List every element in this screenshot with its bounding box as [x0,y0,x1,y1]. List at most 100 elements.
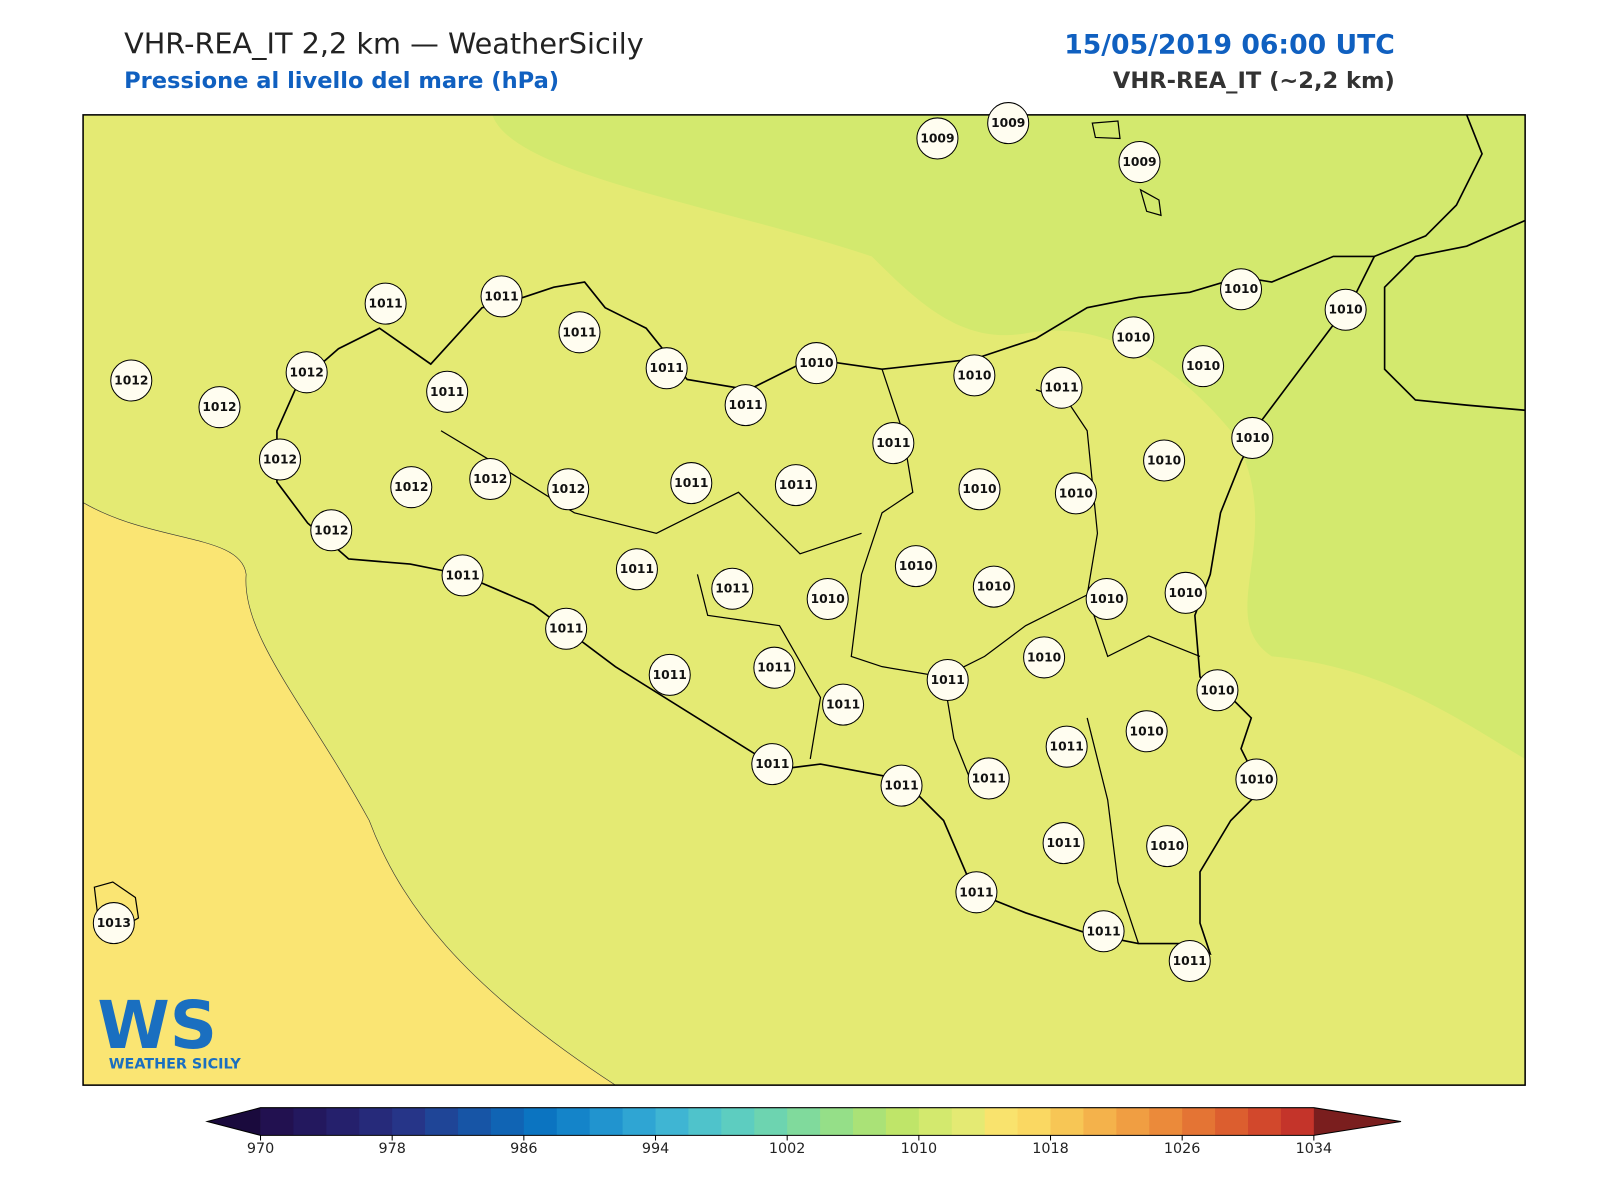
station-value: 1010 [1147,454,1181,468]
colorbar: 970 978 986 994 1002 1010 1018 1026 1034 [205,1107,1402,1157]
colorbar-bin [754,1107,788,1136]
station-marker [1168,940,1211,983]
station-value: 1011 [931,673,965,687]
date: 15/05/2019 06:00 UTC [1064,29,1395,60]
station-value: 1010 [1239,772,1273,786]
station-marker [1219,268,1263,311]
station-marker [1125,710,1168,753]
station-value: 1010 [1116,330,1150,344]
station-value: 1011 [959,885,993,899]
station-marker [1182,345,1225,388]
station-value: 1010 [799,356,833,370]
station-marker [795,342,838,385]
colorbar-bin [1182,1107,1216,1136]
station-value: 1010 [1235,431,1269,445]
station-marker [258,438,302,481]
colorbar-tick-label: 1002 [769,1141,806,1157]
station-value: 1012 [290,365,324,379]
station-value: 1010 [1169,586,1203,600]
station-marker [1146,825,1189,868]
station-value: 1011 [1173,954,1207,968]
station-marker [774,464,817,507]
station-value: 1011 [484,289,518,303]
station-marker [724,384,767,427]
station-marker [1143,439,1186,482]
station-value: 1010 [899,559,933,573]
station-marker [1085,577,1128,620]
station-marker [558,311,601,354]
station-marker [480,275,523,318]
station-value: 1012 [263,452,297,466]
subtitle: Pressione al livello del mare (hPa) [124,68,559,94]
station-marker [806,577,849,620]
colorbar-bin [688,1107,722,1136]
colorbar-bin [820,1107,854,1136]
station-value: 1011 [755,757,789,771]
station-marker [615,548,658,591]
colorbar-bin [787,1107,821,1136]
station-value: 1013 [97,916,131,930]
colorbar-bin [1050,1107,1084,1136]
station-marker [916,117,959,160]
station-value: 1009 [1122,155,1156,169]
station-marker [1054,472,1097,515]
station-value: 1011 [445,568,479,582]
station-marker [753,646,796,689]
station-marker [645,347,688,390]
station-marker [1324,288,1367,331]
colorbar-over [1313,1107,1402,1136]
station-value: 1010 [957,368,991,382]
colorbar-bin [359,1107,393,1136]
station-value: 1010 [1329,303,1363,317]
station-marker [987,102,1030,145]
station-value: 1011 [715,582,749,596]
colorbar-tick-label: 994 [642,1141,669,1157]
station-value: 1011 [1086,924,1120,938]
colorbar-under [207,1107,261,1136]
station-value: 1012 [473,472,507,486]
station-marker [198,386,241,429]
colorbar-bin [918,1107,953,1136]
colorbar-bin [1215,1107,1249,1136]
station-value: 1011 [972,771,1006,785]
map-frame [82,114,1526,1086]
colorbar-tick-label: 1018 [1032,1141,1069,1157]
station-value: 1011 [729,398,763,412]
colorbar-tick-label: 978 [378,1141,405,1157]
station-value: 1011 [562,325,596,339]
station-value: 1010 [977,580,1011,594]
station-value: 1011 [1050,740,1084,754]
station-value: 1011 [757,661,791,675]
station-marker [953,354,996,397]
stations: 1009 1009 1009 1010 1010 1011 1011 1011 1010 1012… [92,102,1367,983]
colorbar-bin [556,1107,591,1136]
colorbar-bin [425,1107,459,1136]
station-marker [545,607,588,650]
colorbar-tick-label: 1034 [1296,1141,1333,1157]
station-marker [972,565,1015,608]
colorbar-bin [1083,1107,1117,1136]
colorbar-bin [293,1107,327,1136]
station-value: 1010 [811,592,845,606]
station-value: 1010 [1150,839,1184,853]
title: VHR-REA_IT 2,2 km — WeatherSicily [124,26,644,60]
colorbar-bin [885,1107,920,1136]
colorbar-bin [984,1107,1019,1136]
station-value: 1011 [620,562,654,576]
station-value: 1011 [653,668,687,682]
colorbar-tick-label: 970 [247,1141,274,1157]
colorbar-bin [1248,1107,1282,1136]
station-value: 1011 [1046,836,1080,850]
station-marker [1082,910,1125,953]
colorbar-tick-label: 1010 [901,1141,938,1157]
station-value: 1011 [430,385,464,399]
station-marker [1023,636,1066,679]
station-value: 1010 [1130,724,1164,738]
station-value: 1010 [1200,683,1234,697]
station-marker [310,509,353,552]
station-marker [1112,316,1155,359]
colorbar-bin [589,1107,624,1136]
colorbar-bin [655,1107,689,1136]
station-value: 1010 [1027,650,1061,664]
station-value: 1012 [314,523,348,537]
